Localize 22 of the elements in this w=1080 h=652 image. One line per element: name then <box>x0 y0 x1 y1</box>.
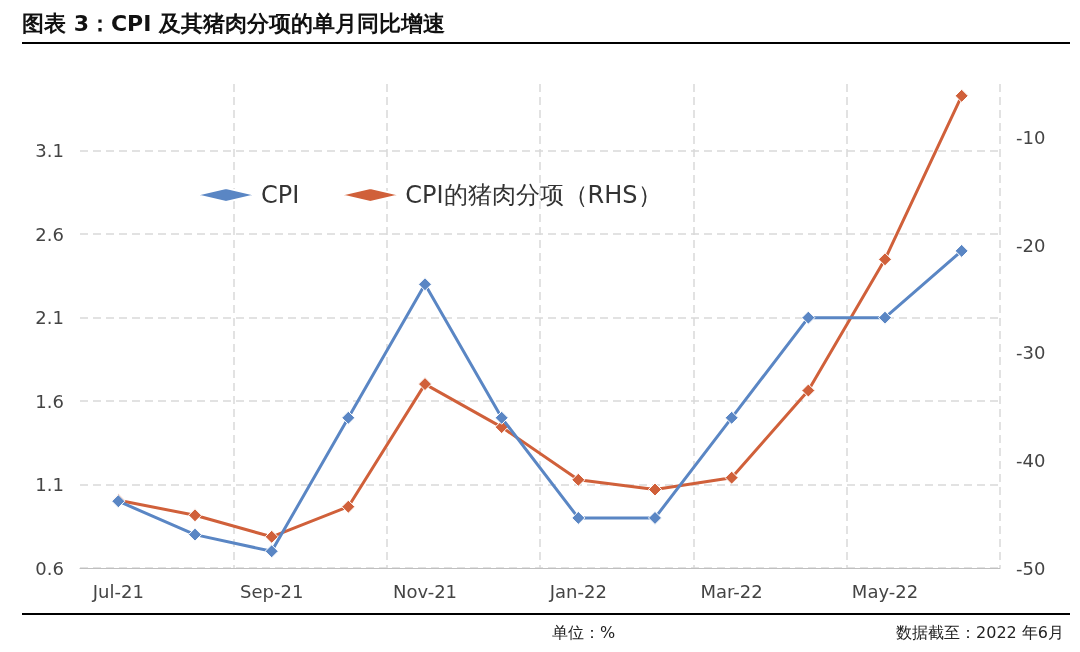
x-tick-label: Mar-22 <box>700 580 763 602</box>
x-tick-label: Sep-21 <box>240 580 304 602</box>
y-tick-label: 2.6 <box>35 223 64 245</box>
y2-tick-label: -40 <box>1016 449 1046 471</box>
legend-label: CPI <box>261 181 300 209</box>
x-tick-label: Jul-21 <box>91 580 144 602</box>
y-tick-label: 0.6 <box>35 557 64 579</box>
y2-tick-label: -50 <box>1016 557 1046 579</box>
y2-tick-label: -30 <box>1016 342 1046 364</box>
y-tick-label: 3.1 <box>35 140 64 162</box>
x-tick-label: May-22 <box>851 580 919 602</box>
y-tick-label: 1.1 <box>35 474 64 496</box>
legend-label: CPI的猪肉分项（RHS） <box>405 181 662 209</box>
y2-tick-label: -10 <box>1016 127 1046 149</box>
y2-tick-label: -20 <box>1016 234 1046 256</box>
text: 数据截至：2022 年6月 <box>896 623 1064 644</box>
x-tick-label: Nov-21 <box>392 580 458 602</box>
y-tick-label: 2.1 <box>35 307 64 329</box>
x-tick-label: Jan-22 <box>548 580 607 602</box>
y-tick-label: 1.6 <box>35 390 64 412</box>
text: 单位：% <box>552 623 616 644</box>
chart-title: 图表 3：CPI 及其猪肉分项的单月同比增速 <box>22 6 1070 44</box>
